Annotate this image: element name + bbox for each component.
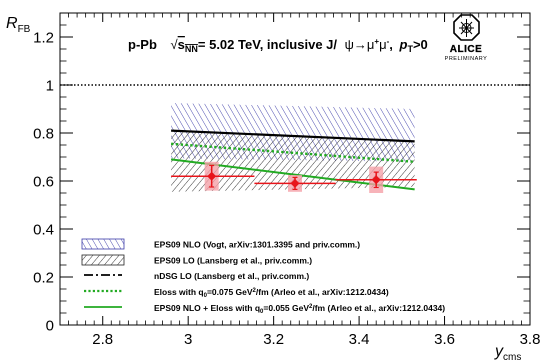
legend-entry-eloss: Eloss with q0=0.075 GeV2/fm (Arleo et al…	[84, 287, 389, 299]
legend-label-ndsg-lo: nDSG LO (Lansberg et al., priv.comm.)	[154, 271, 309, 281]
y-tick-label-1: 0.2	[33, 270, 54, 287]
x-tick-label-0: 2.8	[92, 331, 113, 348]
y-tick-label-4: 0.8	[33, 126, 54, 143]
data-point-marker-2	[371, 175, 381, 185]
y-axis-label: RFB	[6, 15, 31, 35]
x-tick-label-1: 3	[184, 331, 192, 348]
x-axis-label: ycms	[494, 343, 521, 363]
alice-logo: ALICE PRELIMINARY	[445, 14, 488, 62]
axes-layer: 2.8 3 3.2 3.4 3.6 3.8 0 0.2 0.4 0.6 0.8 1 1.2	[33, 13, 540, 348]
legend-entry-eps09-nlo-eloss: EPS09 NLO + Eloss with q0=0.055 GeV2/fm …	[84, 303, 445, 315]
data-points-layer	[171, 161, 417, 193]
alice-logo-name: ALICE	[450, 44, 483, 55]
y-tick-label-2: 0.4	[33, 222, 54, 239]
alice-logo-sub: PRELIMINARY	[445, 56, 488, 62]
theory-line-0	[171, 129, 415, 143]
data-point-marker-0	[207, 171, 217, 181]
y-tick-label-3: 0.6	[33, 174, 54, 191]
legend-label-eps09-nlo: EPS09 NLO (Vogt, arXiv:1301.3395 and pri…	[154, 240, 360, 250]
legend-label-eloss: Eloss with q0=0.075 GeV2/fm (Arleo et al…	[154, 287, 389, 299]
alice-logo-octagon	[453, 14, 480, 41]
x-tick-label-5: 3.8	[520, 331, 540, 348]
legend-entry-eps09-lo: EPS09 LO (Lansberg et al., priv.comm.)	[81, 254, 312, 266]
x-tick-label-2: 3.2	[263, 331, 284, 348]
chart-title: p-Pb √sNN= 5.02 TeV, inclusive J/ ψ→μ+μ-…	[128, 37, 428, 54]
legend-label-eps09-nlo-eloss: EPS09 NLO + Eloss with q0=0.055 GeV2/fm …	[154, 303, 445, 315]
data-point-marker-1	[290, 178, 300, 188]
legend-entry-eps09-nlo: EPS09 NLO (Vogt, arXiv:1301.3395 and pri…	[81, 238, 360, 250]
x-tick-label-4: 3.6	[434, 331, 455, 348]
y-tick-label-0: 0	[46, 318, 54, 335]
theory-line-1	[171, 142, 415, 163]
legend-entry-ndsg-lo: nDSG LO (Lansberg et al., priv.comm.)	[84, 271, 309, 281]
y-tick-label-6: 1.2	[33, 30, 54, 47]
legend-label-eps09-lo: EPS09 LO (Lansberg et al., priv.comm.)	[154, 256, 312, 266]
y-tick-label-5: 1	[46, 78, 54, 95]
legend: EPS09 NLO (Vogt, arXiv:1301.3395 and pri…	[81, 238, 445, 315]
x-tick-label-3: 3.4	[349, 331, 370, 348]
